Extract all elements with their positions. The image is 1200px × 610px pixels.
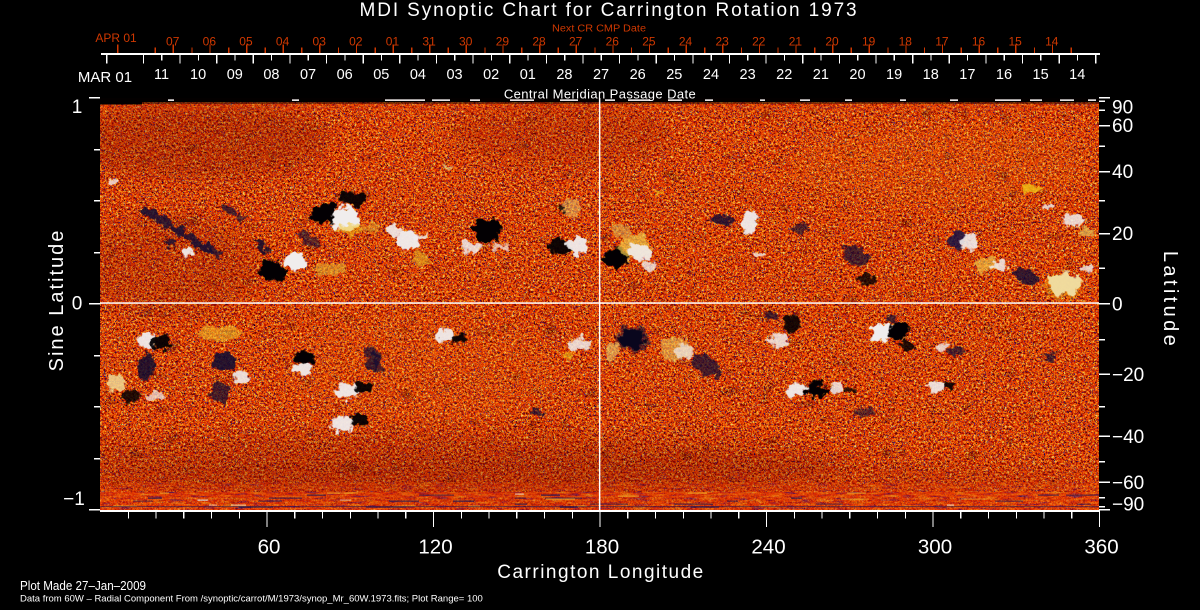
svg-text:18: 18	[923, 67, 939, 83]
svg-text:Next CR CMP Date: Next CR CMP Date	[552, 24, 646, 35]
svg-text:23: 23	[740, 67, 756, 83]
svg-text:−60: −60	[1112, 473, 1144, 494]
svg-text:10: 10	[190, 67, 206, 83]
svg-text:04: 04	[410, 67, 426, 83]
svg-text:25: 25	[666, 67, 682, 83]
svg-text:07: 07	[166, 35, 180, 49]
svg-text:31: 31	[422, 35, 436, 49]
svg-text:MDI Synoptic Chart for Car: MDI Synoptic Chart for Carrington Rotati…	[359, 0, 858, 21]
svg-text:20: 20	[849, 67, 865, 83]
svg-text:03: 03	[446, 67, 462, 83]
svg-text:15: 15	[1033, 67, 1049, 83]
svg-text:−40: −40	[1112, 427, 1144, 448]
svg-text:−1: −1	[63, 489, 85, 510]
svg-text:Plot Made 27–Jan–2009: Plot Made 27–Jan–2009	[20, 578, 146, 593]
svg-text:0: 0	[1112, 295, 1123, 316]
svg-text:Carrington Longitude: Carrington Longitude	[497, 562, 704, 583]
svg-text:17: 17	[935, 35, 949, 49]
svg-text:20: 20	[1112, 224, 1133, 245]
svg-text:06: 06	[337, 67, 353, 83]
svg-text:01: 01	[520, 67, 536, 83]
svg-text:Sine Latitude: Sine Latitude	[46, 229, 68, 372]
svg-text:120: 120	[418, 536, 452, 559]
svg-text:−90: −90	[1112, 495, 1144, 516]
svg-text:21: 21	[789, 35, 803, 49]
svg-text:180: 180	[585, 536, 619, 559]
svg-text:25: 25	[642, 35, 656, 49]
svg-text:23: 23	[715, 35, 729, 49]
svg-text:Central Meridian Passage Date: Central Meridian Passage Date	[504, 87, 696, 102]
svg-text:22: 22	[752, 35, 766, 49]
svg-text:07: 07	[300, 67, 316, 83]
svg-text:05: 05	[239, 35, 253, 49]
svg-text:APR 01: APR 01	[95, 31, 137, 45]
svg-text:15: 15	[1009, 35, 1023, 49]
svg-text:28: 28	[556, 67, 572, 83]
svg-text:02: 02	[349, 35, 363, 49]
svg-text:0: 0	[72, 294, 83, 315]
svg-text:27: 27	[569, 35, 583, 49]
svg-text:17: 17	[959, 67, 975, 83]
svg-text:26: 26	[606, 35, 620, 49]
svg-text:30: 30	[459, 35, 473, 49]
svg-text:20: 20	[825, 35, 839, 49]
svg-text:09: 09	[227, 67, 243, 83]
svg-text:08: 08	[263, 67, 279, 83]
svg-text:19: 19	[886, 67, 902, 83]
svg-text:03: 03	[313, 35, 327, 49]
svg-text:Latitude: Latitude	[1159, 251, 1181, 349]
svg-text:01: 01	[386, 35, 400, 49]
svg-text:21: 21	[813, 67, 829, 83]
svg-text:16: 16	[996, 67, 1012, 83]
svg-text:40: 40	[1112, 162, 1133, 183]
svg-text:28: 28	[532, 35, 546, 49]
svg-text:24: 24	[703, 67, 719, 83]
svg-text:60: 60	[258, 536, 281, 559]
svg-text:22: 22	[776, 67, 792, 83]
svg-text:04: 04	[276, 35, 290, 49]
svg-text:11: 11	[154, 67, 169, 83]
svg-text:18: 18	[899, 35, 913, 49]
svg-text:06: 06	[203, 35, 217, 49]
svg-text:−20: −20	[1112, 365, 1144, 386]
svg-text:360: 360	[1084, 536, 1118, 559]
svg-text:60: 60	[1112, 116, 1133, 137]
svg-text:05: 05	[373, 67, 389, 83]
svg-text:02: 02	[483, 67, 499, 83]
svg-text:29: 29	[496, 35, 510, 49]
svg-text:14: 14	[1045, 35, 1059, 49]
svg-text:14: 14	[1069, 67, 1085, 83]
svg-text:26: 26	[630, 67, 646, 83]
svg-text:300: 300	[918, 536, 952, 559]
svg-text:27: 27	[593, 67, 609, 83]
svg-text:Data from 60W – Radial Compone: Data from 60W – Radial Component From /s…	[20, 594, 483, 605]
svg-text:19: 19	[862, 35, 876, 49]
svg-text:24: 24	[679, 35, 693, 49]
svg-text:MAR 01: MAR 01	[78, 69, 132, 86]
svg-text:1: 1	[72, 97, 83, 118]
svg-text:90: 90	[1112, 98, 1133, 119]
svg-text:16: 16	[972, 35, 986, 49]
svg-text:240: 240	[751, 536, 785, 559]
